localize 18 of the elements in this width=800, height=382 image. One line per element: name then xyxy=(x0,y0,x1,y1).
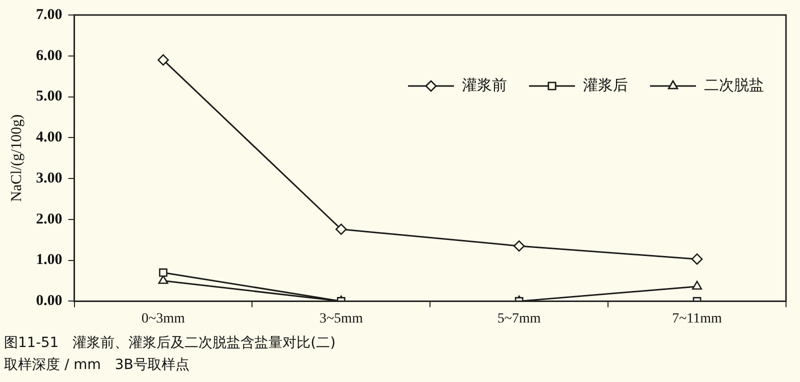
text: 图11-51 灌浆前、灌浆后及二次脱盐含盐量对比(二) xyxy=(4,334,336,352)
y-axis-title: NaCl/(g/100g) xyxy=(8,114,25,202)
x-tick-label: 0~3mm xyxy=(142,311,186,326)
y-tick-label: 1.00 xyxy=(36,252,62,268)
y-tick-label: 5.00 xyxy=(36,88,62,105)
legend-label: 灌浆前 xyxy=(462,76,507,94)
x-tick-label: 7~11mm xyxy=(672,311,722,326)
y-tick-label: 3.00 xyxy=(36,170,62,186)
y-tick-label: 4.00 xyxy=(36,130,62,146)
legend-label: 二次脱盐 xyxy=(704,76,764,94)
x-tick-label: 3~5mm xyxy=(319,311,363,326)
y-tick-label: 6.00 xyxy=(36,48,62,64)
text: 取样深度 / mm 3B号取样点 xyxy=(4,356,190,374)
y-tick-label: 2.00 xyxy=(36,211,62,228)
y-tick-label: 7.00 xyxy=(36,6,62,23)
x-tick-label: 5~7mm xyxy=(497,311,541,326)
y-tick-label: 0.00 xyxy=(36,293,62,310)
legend-label: 灌浆后 xyxy=(583,76,628,94)
